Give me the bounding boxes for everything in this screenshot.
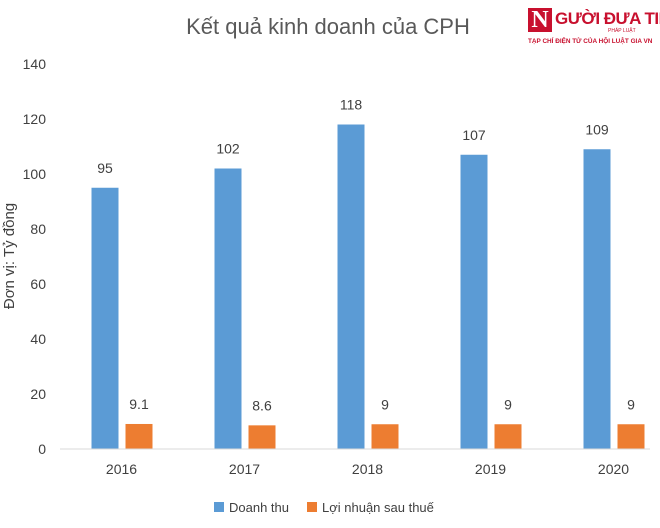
y-tick-label: 60 xyxy=(30,276,46,292)
logo-name: GƯỜI ĐƯA TIN xyxy=(555,9,660,28)
bar-doanh-thu xyxy=(214,168,242,449)
chart-title: Kết quả kinh doanh của CPH xyxy=(186,14,470,39)
bar-doanh-thu xyxy=(91,187,119,449)
y-axis-label: Đơn vị: Tỷ đồng xyxy=(1,203,18,309)
bar-loi-nhuan xyxy=(371,424,399,449)
y-tick-label: 0 xyxy=(38,441,46,457)
data-label: 9.1 xyxy=(129,396,149,412)
legend-label: Doanh thu xyxy=(229,500,289,515)
bar-loi-nhuan xyxy=(125,423,153,449)
y-tick-label: 120 xyxy=(23,111,47,127)
data-label: 9 xyxy=(381,396,389,412)
bar-doanh-thu xyxy=(460,154,488,449)
x-tick-label: 2017 xyxy=(229,461,260,477)
logo-tagline: TẠP CHÍ ĐIỆN TỬ CỦA HỘI LUẬT GIA VN xyxy=(528,38,653,45)
bar-loi-nhuan xyxy=(494,424,522,449)
bar-loi-nhuan xyxy=(617,424,645,449)
logo-sub: PHÁP LUẬT xyxy=(608,28,636,34)
data-label: 95 xyxy=(97,160,113,176)
bar-doanh-thu xyxy=(337,124,365,449)
x-tick-label: 2018 xyxy=(352,461,383,477)
logo-letter: N xyxy=(528,8,552,32)
y-tick-label: 20 xyxy=(30,386,46,402)
legend-swatch xyxy=(307,502,317,512)
data-label: 9 xyxy=(504,396,512,412)
y-tick-label: 80 xyxy=(30,221,46,237)
y-tick-label: 40 xyxy=(30,331,46,347)
legend-swatch xyxy=(214,502,224,512)
data-label: 118 xyxy=(340,97,363,113)
watermark-logo: N GƯỜI ĐƯA TIN PHÁP LUẬT TẠP CHÍ ĐIỆN TỬ… xyxy=(528,8,660,48)
data-label: 107 xyxy=(462,127,486,143)
data-label: 102 xyxy=(216,141,240,157)
data-label: 109 xyxy=(585,121,609,137)
bar-doanh-thu xyxy=(583,149,611,449)
data-label: 9 xyxy=(627,396,635,412)
y-tick-label: 100 xyxy=(23,166,47,182)
x-tick-label: 2020 xyxy=(598,461,629,477)
x-tick-label: 2019 xyxy=(475,461,506,477)
x-tick-label: 2016 xyxy=(106,461,137,477)
y-tick-label: 140 xyxy=(23,56,47,72)
bar-loi-nhuan xyxy=(248,425,276,449)
data-label: 8.6 xyxy=(252,397,272,413)
legend-label: Lợi nhuận sau thuế xyxy=(322,500,435,515)
